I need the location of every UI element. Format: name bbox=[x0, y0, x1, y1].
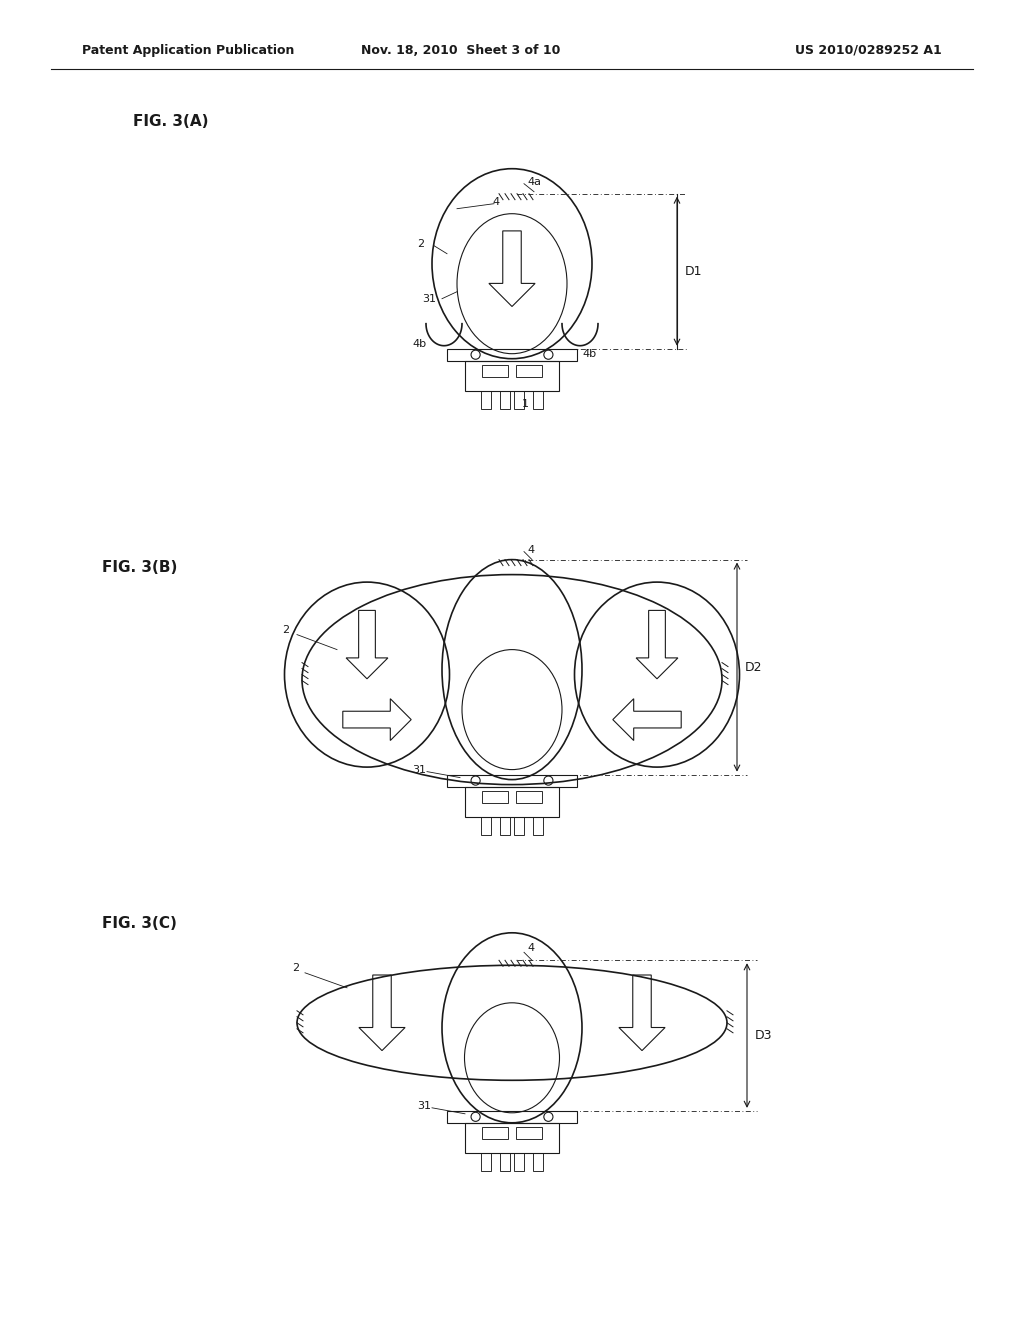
Text: 2: 2 bbox=[282, 624, 289, 635]
Text: FIG. 3(C): FIG. 3(C) bbox=[102, 916, 177, 932]
Bar bbox=[516, 791, 542, 803]
Bar bbox=[482, 1127, 508, 1139]
Bar bbox=[447, 1111, 577, 1123]
Text: D2: D2 bbox=[745, 660, 763, 673]
Text: 4: 4 bbox=[527, 944, 535, 953]
Bar bbox=[481, 1152, 490, 1171]
Bar bbox=[481, 391, 490, 409]
Bar bbox=[482, 366, 508, 376]
Text: 31: 31 bbox=[412, 764, 426, 775]
Bar bbox=[514, 391, 524, 409]
Text: US 2010/0289252 A1: US 2010/0289252 A1 bbox=[796, 44, 942, 57]
Text: Patent Application Publication: Patent Application Publication bbox=[82, 44, 294, 57]
Bar bbox=[465, 787, 559, 817]
Text: 31: 31 bbox=[417, 1101, 431, 1111]
Bar bbox=[516, 366, 542, 376]
Text: 4a: 4a bbox=[527, 177, 541, 186]
Text: FIG. 3(B): FIG. 3(B) bbox=[102, 560, 178, 576]
Bar bbox=[534, 1152, 543, 1171]
Text: D3: D3 bbox=[755, 1030, 772, 1041]
Text: 4: 4 bbox=[492, 197, 499, 207]
Text: 1: 1 bbox=[522, 399, 529, 409]
Bar bbox=[500, 391, 510, 409]
Bar bbox=[465, 1123, 559, 1152]
Bar bbox=[534, 391, 543, 409]
Text: Nov. 18, 2010  Sheet 3 of 10: Nov. 18, 2010 Sheet 3 of 10 bbox=[361, 44, 560, 57]
Text: 4b: 4b bbox=[582, 348, 596, 359]
Bar bbox=[514, 1152, 524, 1171]
Text: D1: D1 bbox=[685, 265, 702, 277]
Bar bbox=[500, 1152, 510, 1171]
Bar bbox=[534, 817, 543, 834]
Bar bbox=[514, 817, 524, 834]
Bar bbox=[482, 791, 508, 803]
Text: 2: 2 bbox=[417, 239, 424, 248]
Bar bbox=[447, 348, 577, 360]
Bar bbox=[447, 775, 577, 787]
Text: 31: 31 bbox=[422, 294, 436, 304]
Bar bbox=[500, 817, 510, 834]
Text: 4b: 4b bbox=[412, 339, 426, 348]
Bar bbox=[516, 1127, 542, 1139]
Bar bbox=[465, 360, 559, 391]
Bar bbox=[481, 817, 490, 834]
Text: FIG. 3(A): FIG. 3(A) bbox=[133, 114, 209, 129]
Text: 4: 4 bbox=[527, 545, 535, 554]
Text: 2: 2 bbox=[292, 962, 299, 973]
